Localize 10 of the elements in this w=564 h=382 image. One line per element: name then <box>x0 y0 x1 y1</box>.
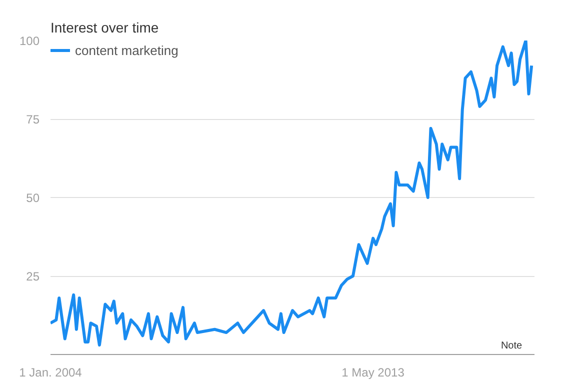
x-tick-label: 1 Jan. 2004 <box>19 366 82 380</box>
y-tick-label: 100 <box>19 34 40 48</box>
y-tick-label: 25 <box>26 270 40 284</box>
annotation: Note <box>500 340 522 352</box>
legend-label: content marketing <box>75 42 178 58</box>
y-tick-label: 75 <box>26 112 40 126</box>
x-tick-label: 1 May 2013 <box>342 366 405 380</box>
line-series <box>50 40 534 347</box>
chart-title: Interest over time <box>50 20 159 36</box>
y-tick-label: 50 <box>26 191 40 205</box>
